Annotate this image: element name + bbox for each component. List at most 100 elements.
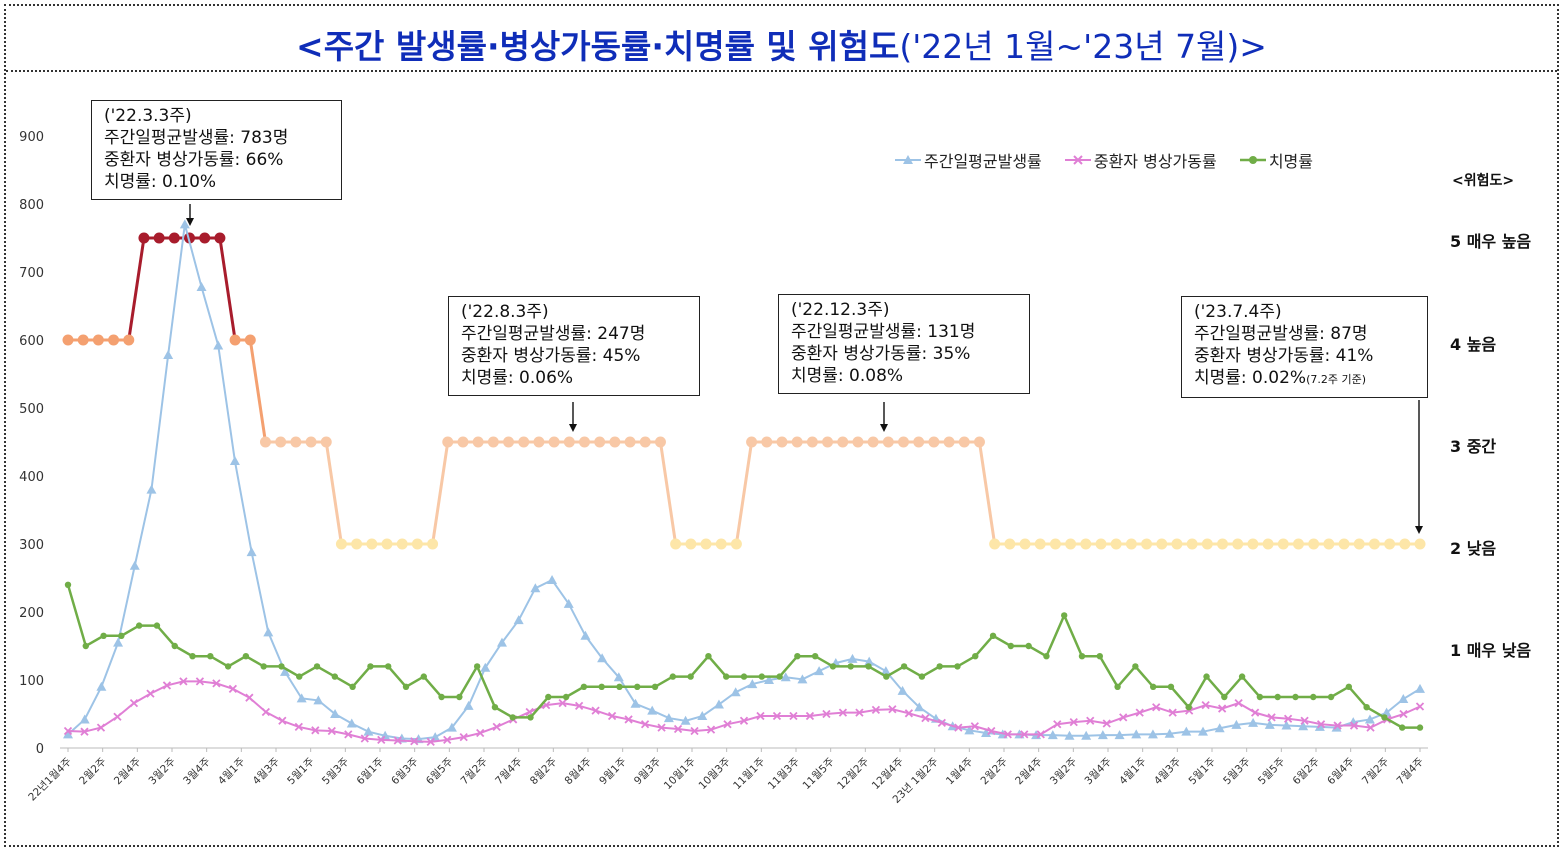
legend-item-fatality: 치명률 xyxy=(1239,148,1313,172)
fatality-point xyxy=(278,663,285,670)
bed-point xyxy=(459,732,468,742)
x-tick-label: 11월5주 xyxy=(800,755,837,792)
fatality-point xyxy=(1221,693,1228,701)
x-tick-label: 5월3주 xyxy=(320,755,352,787)
incidence-point xyxy=(547,575,558,585)
bed-point xyxy=(278,716,287,725)
incidence-point xyxy=(1231,719,1242,729)
bed-point xyxy=(1119,713,1128,722)
bed-point xyxy=(1135,708,1144,717)
annotation-fatality: 치명률: 0.10% xyxy=(104,172,217,192)
fatality-point xyxy=(1025,642,1032,650)
title-bar: <주간 발생률·병상가동률·치명률 및 위험도('22년 1월~'23년 7월)… xyxy=(6,6,1557,72)
bed-point xyxy=(640,720,650,729)
x-tick-label: 7월2주 xyxy=(1360,755,1392,787)
risk-point xyxy=(898,436,910,448)
x-tick-label: 3월2주 xyxy=(1048,755,1080,787)
risk-point xyxy=(1353,538,1365,550)
incidence-point xyxy=(613,672,624,682)
bed-point xyxy=(1069,718,1078,727)
risk-point xyxy=(639,436,651,448)
legend-fatality-label: 치명률 xyxy=(1268,152,1313,171)
risk-point xyxy=(1019,538,1031,550)
fatality-point xyxy=(224,663,232,670)
incidence-point xyxy=(1198,726,1209,736)
fatality-point xyxy=(82,642,89,650)
incidence-point xyxy=(79,714,90,724)
annotation-arrow-head xyxy=(1415,526,1423,534)
risk-point xyxy=(1247,538,1259,550)
bed-point xyxy=(1020,730,1029,739)
risk-point xyxy=(1262,538,1274,550)
risk-point xyxy=(548,436,560,448)
x-tick-label: 4월3주 xyxy=(1152,755,1184,787)
risk-point xyxy=(518,436,530,448)
risk-point xyxy=(381,538,393,550)
incidence-point xyxy=(213,340,224,350)
bed-point xyxy=(756,711,765,721)
risk-line-segment xyxy=(431,441,450,545)
annotation-head: ('22.8.3주) xyxy=(461,302,549,322)
annotation-incidence: 주간일평균발생률: 131명 xyxy=(791,322,976,342)
bed-point xyxy=(146,689,155,698)
annotation-22-12-3: ('22.12.3주) 주간일평균발생률: 131명 중환자 병상가동률: 35… xyxy=(778,294,1030,394)
legend-bed-marker xyxy=(1064,155,1091,165)
fatality-point xyxy=(972,653,979,660)
fatality-point xyxy=(669,673,677,680)
annotation-bed: 중환자 병상가동률: 45% xyxy=(461,346,641,366)
incidence-point xyxy=(1248,717,1259,727)
incidence-point xyxy=(764,675,775,684)
incidence-point xyxy=(1415,683,1425,693)
risk-point xyxy=(259,436,271,448)
incidence-point xyxy=(163,349,174,359)
bed-point xyxy=(1102,719,1111,728)
annotation-head: ('23.7.4주) xyxy=(1194,302,1282,322)
incidence-point xyxy=(246,547,257,557)
risk-point xyxy=(609,436,621,448)
y-tick-label: 100 xyxy=(19,674,44,689)
bed-point xyxy=(113,712,122,721)
bed-point xyxy=(1349,721,1359,730)
fatality-point xyxy=(313,663,321,670)
bed-point xyxy=(904,709,914,718)
fatality-point xyxy=(918,673,926,680)
risk-point xyxy=(1308,538,1320,550)
fatality-point xyxy=(349,683,356,690)
fatality-point xyxy=(207,653,214,660)
annotation-22-3-3: ('22.3.3주) 주간일평균발생률: 783명 중환자 병상가동률: 66%… xyxy=(91,100,342,200)
fatality-point xyxy=(1310,693,1317,701)
fatality-point xyxy=(1061,612,1068,619)
y-tick-label: 700 xyxy=(19,266,44,281)
risk-line-segment xyxy=(977,441,997,545)
incidence-point xyxy=(780,672,791,682)
annotation-fatality: 치명률: 0.08% xyxy=(791,366,904,386)
incidence-point xyxy=(797,674,808,684)
incidence-point xyxy=(229,456,240,466)
x-tick-label: 6월4주 xyxy=(1325,755,1357,787)
fatality-point xyxy=(740,673,748,680)
annotation-note: (7.2주 기준) xyxy=(1306,373,1366,386)
x-tick-label: 6월5주 xyxy=(424,755,456,787)
incidence-point xyxy=(279,666,290,676)
risk-line-segment xyxy=(218,237,237,341)
fatality-point xyxy=(189,653,196,660)
incidence-point xyxy=(964,725,975,735)
risk-point xyxy=(1338,538,1350,550)
x-tick-label: 6월2주 xyxy=(1291,755,1323,787)
risk-point xyxy=(624,436,636,448)
risk-point xyxy=(1232,538,1244,550)
legend-item-incidence: 주간일평균발생률 xyxy=(895,148,1042,172)
risk-level-5: 5 매우 높음 xyxy=(1450,232,1532,251)
chart-title: <주간 발생률·병상가동률·치명률 및 위험도('22년 1월~'23년 7월)… xyxy=(296,20,1267,68)
y-tick-label: 0 xyxy=(36,742,44,757)
y-tick-label: 800 xyxy=(19,198,44,213)
legend-item-bed: 중환자 병상가동률 xyxy=(1064,148,1217,172)
annotation-incidence: 주간일평균발생률: 247명 xyxy=(461,324,646,344)
bed-point xyxy=(195,677,205,686)
risk-level-1: 1 매우 낮음 xyxy=(1450,641,1532,660)
annotation-fatality: 치명률: 0.02% xyxy=(1194,368,1307,388)
x-tick-label: 8월2주 xyxy=(528,755,560,787)
bed-point xyxy=(1053,720,1062,729)
incidence-point xyxy=(63,729,73,739)
x-tick-label: 3월4주 xyxy=(1083,755,1115,787)
